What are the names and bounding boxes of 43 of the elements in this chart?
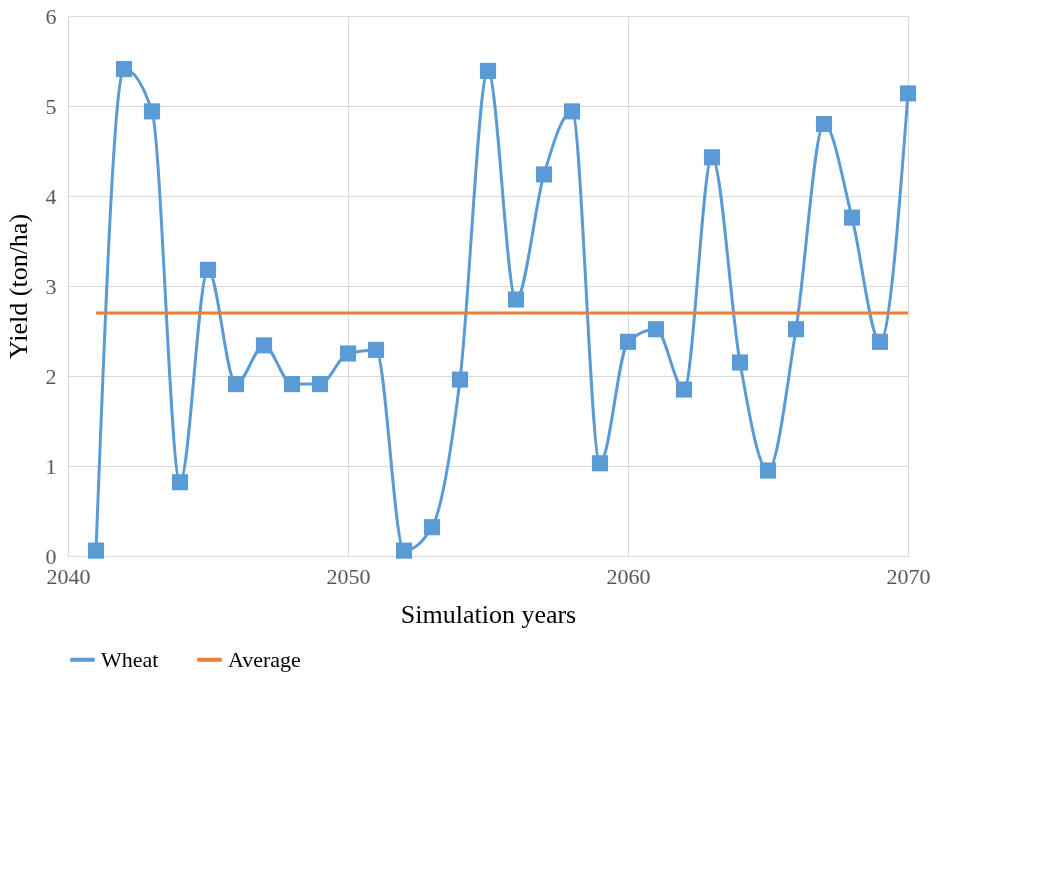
y-axis-title: Yield (ton/ha)	[3, 213, 33, 360]
point	[871, 333, 889, 350]
legend-label: Average	[228, 646, 301, 672]
y-tick-label: 5	[45, 93, 57, 119]
point	[507, 291, 525, 308]
y-tick-label: 3	[45, 273, 57, 299]
point	[395, 542, 413, 559]
point	[143, 103, 161, 120]
point	[563, 103, 581, 120]
point	[675, 381, 693, 398]
point	[787, 321, 805, 338]
point	[115, 61, 133, 78]
point	[199, 261, 217, 278]
point	[283, 376, 301, 393]
x-tick-label: 2050	[326, 563, 371, 589]
point	[311, 376, 329, 393]
point	[87, 542, 105, 559]
point	[759, 462, 777, 479]
point	[171, 474, 189, 491]
y-tick-label: 6	[45, 3, 57, 29]
point	[647, 321, 665, 338]
point	[479, 62, 497, 79]
x-tick-label: 2060	[606, 563, 651, 589]
point	[619, 333, 637, 350]
x-tick-label: 2070	[886, 563, 931, 589]
point	[899, 85, 917, 102]
point	[535, 166, 553, 183]
x-axis-title: Simulation years	[400, 599, 577, 629]
point	[451, 371, 469, 388]
y-tick-label: 1	[45, 453, 57, 479]
point	[815, 115, 833, 133]
point	[703, 149, 721, 166]
point	[255, 337, 273, 354]
point	[843, 209, 861, 226]
point	[423, 519, 441, 536]
y-tick-label: 4	[45, 183, 57, 209]
y-tick-label: 2	[45, 363, 57, 389]
point	[339, 345, 357, 362]
legend-label: Wheat	[101, 646, 159, 672]
point	[591, 455, 609, 472]
point	[227, 376, 245, 393]
point	[367, 341, 385, 358]
point	[731, 354, 749, 371]
